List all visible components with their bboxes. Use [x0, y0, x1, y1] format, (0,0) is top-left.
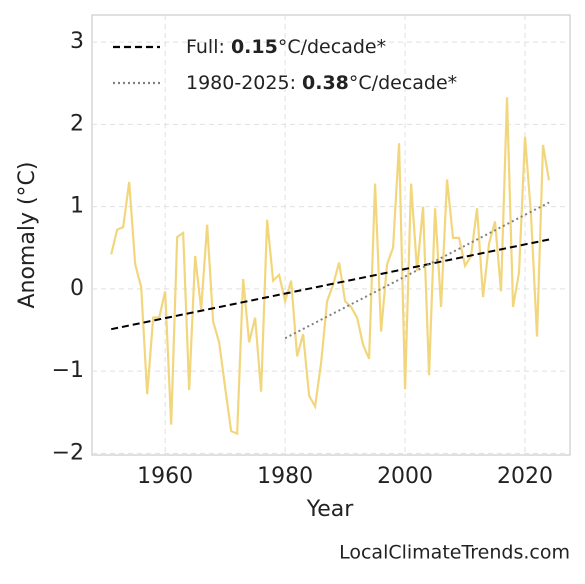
x-tick-label: 1960 — [137, 464, 193, 489]
y-tick-label: 2 — [70, 111, 84, 136]
y-tick-label: 1 — [70, 194, 84, 219]
x-tick-label: 2000 — [377, 464, 433, 489]
legend-text-part: 1980-2025: — [186, 72, 302, 94]
legend-text-part: Full: — [186, 36, 231, 58]
legend-text-part: 0.15 — [231, 36, 278, 58]
x-axis-label: Year — [306, 497, 355, 522]
legend-label: Full: 0.15°C/decade* — [186, 36, 386, 58]
legend-label: 1980-2025: 0.38°C/decade* — [186, 72, 457, 94]
y-tick-label: 3 — [70, 29, 84, 54]
source: LocalClimateTrends.com — [339, 542, 570, 564]
y-tick-label: 0 — [70, 276, 84, 301]
plot-frame — [91, 14, 571, 456]
y-axis-label: Anomaly (°C) — [15, 161, 40, 308]
series-line — [110, 238, 550, 331]
legend-text-part: °C/decade* — [349, 72, 457, 94]
x-tick-label: 1980 — [257, 464, 313, 489]
x-tick-label: 2020 — [497, 464, 553, 489]
series-line — [110, 97, 551, 436]
legend-text-part: °C/decade* — [278, 36, 386, 58]
y-tick-label: −1 — [52, 358, 84, 383]
y-tick-label: −2 — [52, 440, 84, 465]
legend-text-part: 0.38 — [302, 72, 349, 94]
